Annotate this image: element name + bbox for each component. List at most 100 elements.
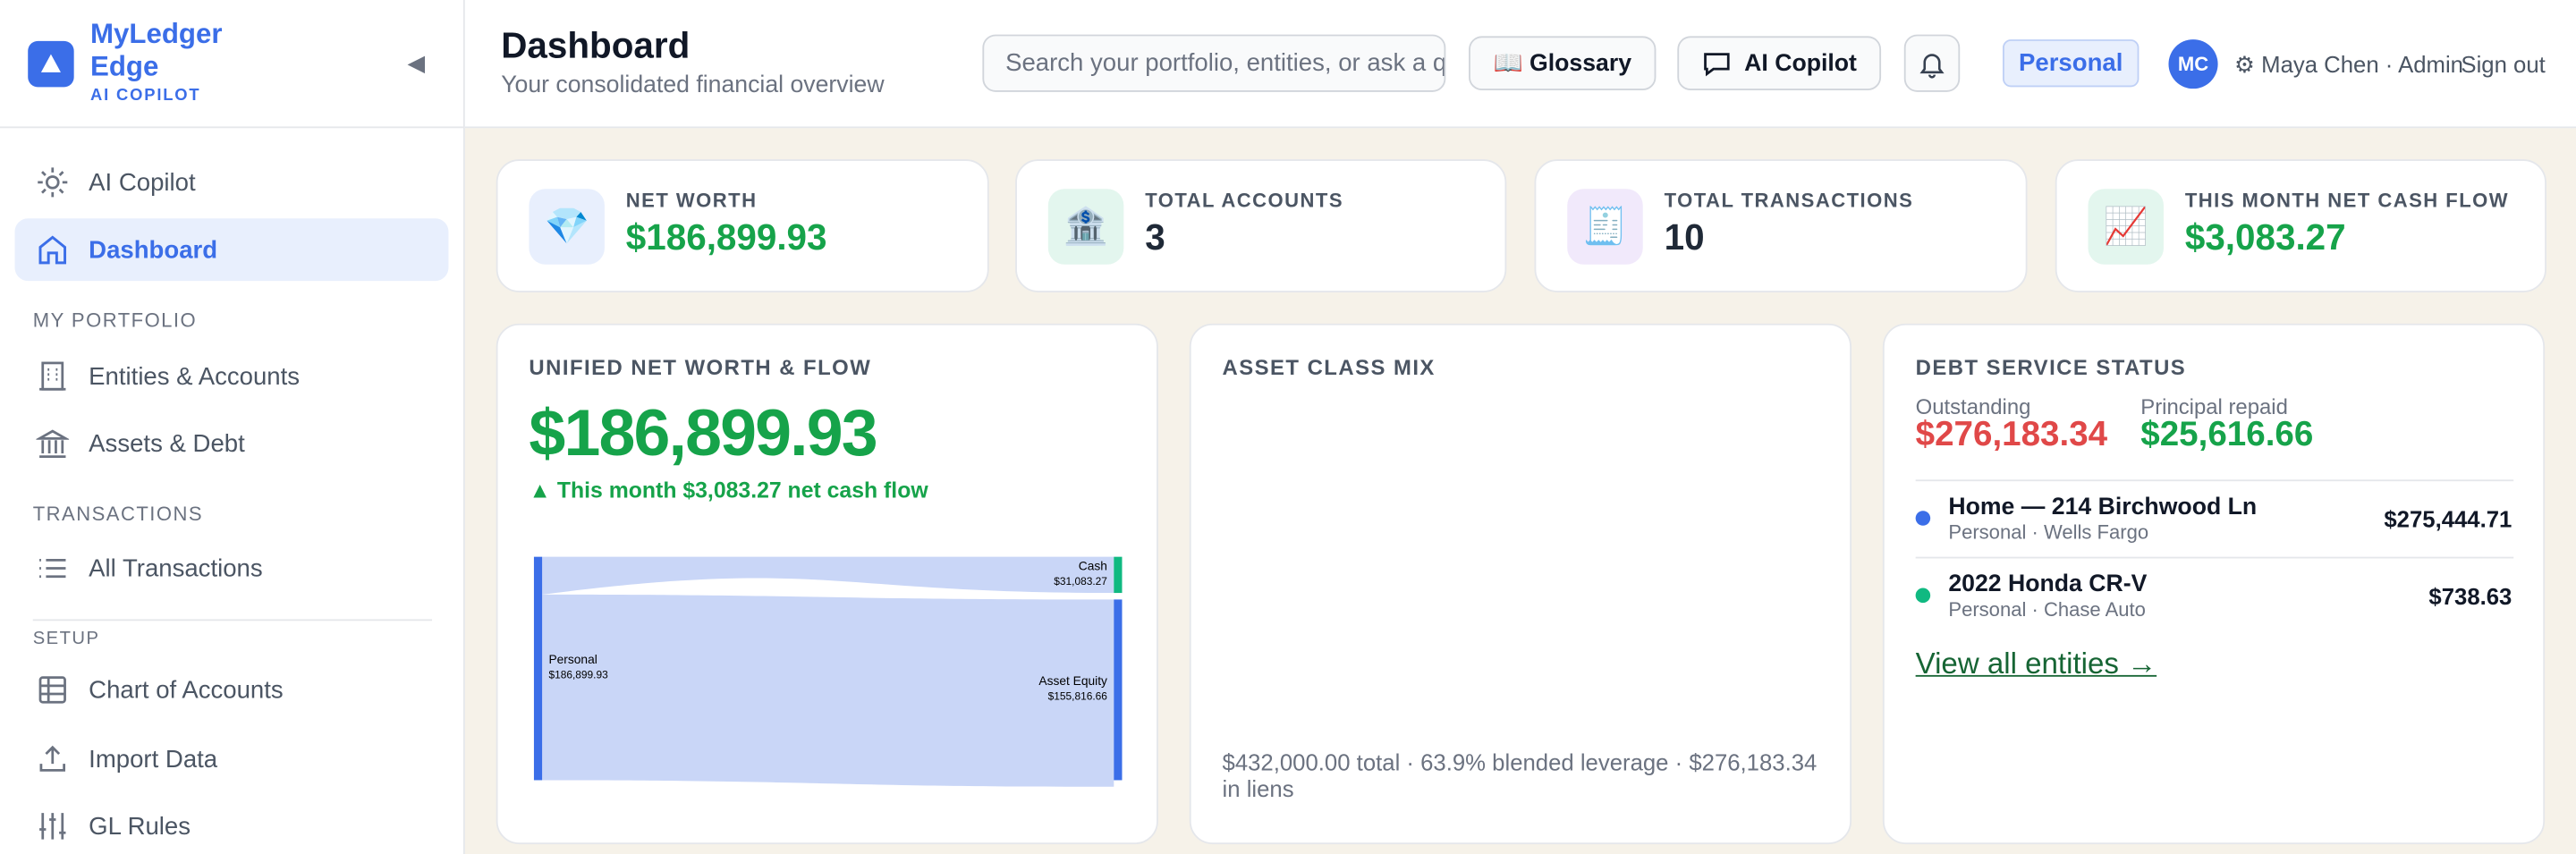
nav-item[interactable]: AI Copilot	[15, 151, 449, 214]
loan-dot	[1915, 511, 1931, 526]
stat-icon: 🧾	[1567, 189, 1643, 265]
logo	[28, 40, 74, 88]
copilot-label: AI Copilot	[1744, 50, 1857, 77]
stat-icon: 💎	[529, 189, 605, 265]
nav-item-active[interactable]: Dashboard	[14, 218, 449, 282]
avatar[interactable]: MC	[2168, 39, 2218, 89]
nav-label: Assets & Debt	[89, 429, 245, 458]
stat-card: 🧾 TOTAL TRANSACTIONS 10	[1534, 159, 2028, 292]
page-subtitle: Your consolidated financial overview	[501, 72, 885, 99]
panel-title: DEBT SERVICE STATUS	[1915, 354, 2187, 380]
page-title: Dashboard	[501, 24, 691, 66]
net-worth-panel: UNIFIED NET WORTH & FLOW $186,899.93 ▲ T…	[496, 323, 1158, 845]
sankey-value: $186,899.93	[548, 669, 608, 681]
loan-balance: $738.63	[2428, 583, 2512, 610]
nav-icon	[39, 745, 66, 772]
sign-out[interactable]: Sign out	[2461, 50, 2546, 78]
nav-item[interactable]: Entities & Accounts	[15, 345, 449, 408]
nav-section-title: MY PORTFOLIO	[32, 309, 198, 333]
nav-label: Dashboard	[89, 235, 218, 264]
nav-label: AI Copilot	[89, 168, 196, 197]
nav-icon	[38, 676, 66, 704]
stat-value: $186,899.93	[625, 216, 827, 258]
sankey-node	[1114, 556, 1123, 594]
divider	[32, 619, 433, 621]
stat-label: TOTAL ACCOUNTS	[1145, 189, 1344, 212]
chat-icon	[1703, 52, 1730, 76]
stat-value: $3,083.27	[2184, 216, 2346, 258]
scope-badge[interactable]: Personal	[2002, 39, 2140, 88]
loan-name: 2022 Honda CR-V	[1948, 571, 2148, 598]
nav-label: Chart of Accounts	[89, 675, 284, 705]
divider	[1915, 479, 2514, 482]
sankey-node	[533, 556, 543, 781]
nav-label: Import Data	[89, 744, 218, 774]
stat-label: NET WORTH	[625, 189, 758, 212]
panel-title: UNIFIED NET WORTH & FLOW	[529, 354, 872, 380]
divider	[1915, 556, 2514, 559]
loan-name: Home — 214 Birchwood Ln	[1948, 494, 2258, 521]
panel-title: ASSET CLASS MIX	[1222, 354, 1436, 380]
collapse-button[interactable]: ◀	[407, 49, 426, 76]
stat-card: 📈 THIS MONTH NET CASH FLOW $3,083.27	[2055, 159, 2546, 292]
sankey-label: Asset Equity	[1038, 674, 1107, 688]
nav-section-title: SETUP	[32, 629, 100, 649]
nav-item[interactable]: GL Rules	[15, 795, 449, 854]
glossary-button[interactable]: 📖 Glossary	[1469, 36, 1657, 91]
sidebar: MyLedger Edge AI COPILOT ◀ AI Copilot Da…	[0, 0, 465, 854]
nav-icon	[39, 558, 66, 579]
asset-summary: $432,000.00 total · 63.9% blended levera…	[1222, 748, 1818, 802]
loan-dot	[1915, 588, 1931, 604]
sankey-label: Personal	[548, 653, 597, 666]
user-info: ⚙ Maya Chen · Admin	[2233, 50, 2463, 78]
sankey-value: $155,816.66	[1048, 689, 1108, 702]
nav-icon	[38, 167, 68, 198]
copilot-button[interactable]: AI Copilot	[1677, 36, 1882, 91]
loan-meta: Personal · Chase Auto	[1948, 597, 2146, 621]
search-input[interactable]: Search your portfolio, entities, or ask …	[982, 34, 1446, 92]
stat-icon: 📈	[2088, 189, 2164, 265]
stat-card: 💎 NET WORTH $186,899.93	[496, 159, 989, 292]
nav-item[interactable]: Import Data	[15, 728, 449, 791]
notifications-button[interactable]	[1903, 34, 1961, 92]
nav-label: All Transactions	[89, 554, 263, 583]
net-worth-change: ▲ This month $3,083.27 net cash flow	[529, 478, 928, 503]
nav-label: GL Rules	[89, 812, 191, 841]
stat-card: 🏦 TOTAL ACCOUNTS 3	[1015, 159, 1507, 292]
repaid-label: Principal repaid	[2140, 393, 2288, 419]
sankey-flow	[542, 556, 1114, 595]
sankey: Personal $186,899.93 Cash $31,083.27 Ass…	[533, 556, 1123, 787]
nav-icon	[39, 361, 66, 391]
nav-section-title: TRANSACTIONS	[32, 503, 204, 526]
stat-label: TOTAL TRANSACTIONS	[1664, 189, 1914, 212]
bell-icon	[1919, 53, 1945, 78]
nav-icon	[36, 429, 70, 458]
nav-icon	[39, 813, 66, 840]
outstanding-value: $276,183.34	[1915, 415, 2108, 453]
stat-label: THIS MONTH NET CASH FLOW	[2184, 189, 2510, 212]
stat-value: 10	[1664, 216, 1705, 258]
brand: MyLedger Edge	[90, 18, 223, 82]
net-worth-value: $186,899.93	[529, 397, 877, 470]
sankey-flow	[542, 594, 1114, 787]
loan-balance: $275,444.71	[2384, 505, 2512, 533]
sankey-node	[1114, 599, 1123, 781]
sidebar-header	[0, 0, 463, 129]
nav-icon	[38, 235, 67, 265]
view-entities-link[interactable]: View all entities →	[1915, 647, 2157, 681]
loan-meta: Personal · Wells Fargo	[1948, 520, 2149, 544]
outstanding-label: Outstanding	[1915, 393, 2031, 419]
logo-icon	[40, 54, 61, 72]
nav-item[interactable]: Assets & Debt	[15, 412, 449, 475]
nav-item[interactable]: Chart of Accounts	[15, 659, 449, 722]
nav-label: Entities & Accounts	[89, 362, 301, 391]
stat-value: 3	[1145, 216, 1165, 258]
sankey-label: Cash	[1079, 559, 1107, 572]
nav-item[interactable]: All Transactions	[15, 537, 449, 600]
brand-tag: AI COPILOT	[90, 87, 201, 106]
debt-panel: DEBT SERVICE STATUS Outstanding $276,183…	[1882, 323, 2546, 845]
asset-mix-panel: ASSET CLASS MIX $432,000.00 total · 63.9…	[1189, 323, 1852, 845]
repaid-value: $25,616.66	[2140, 415, 2314, 453]
